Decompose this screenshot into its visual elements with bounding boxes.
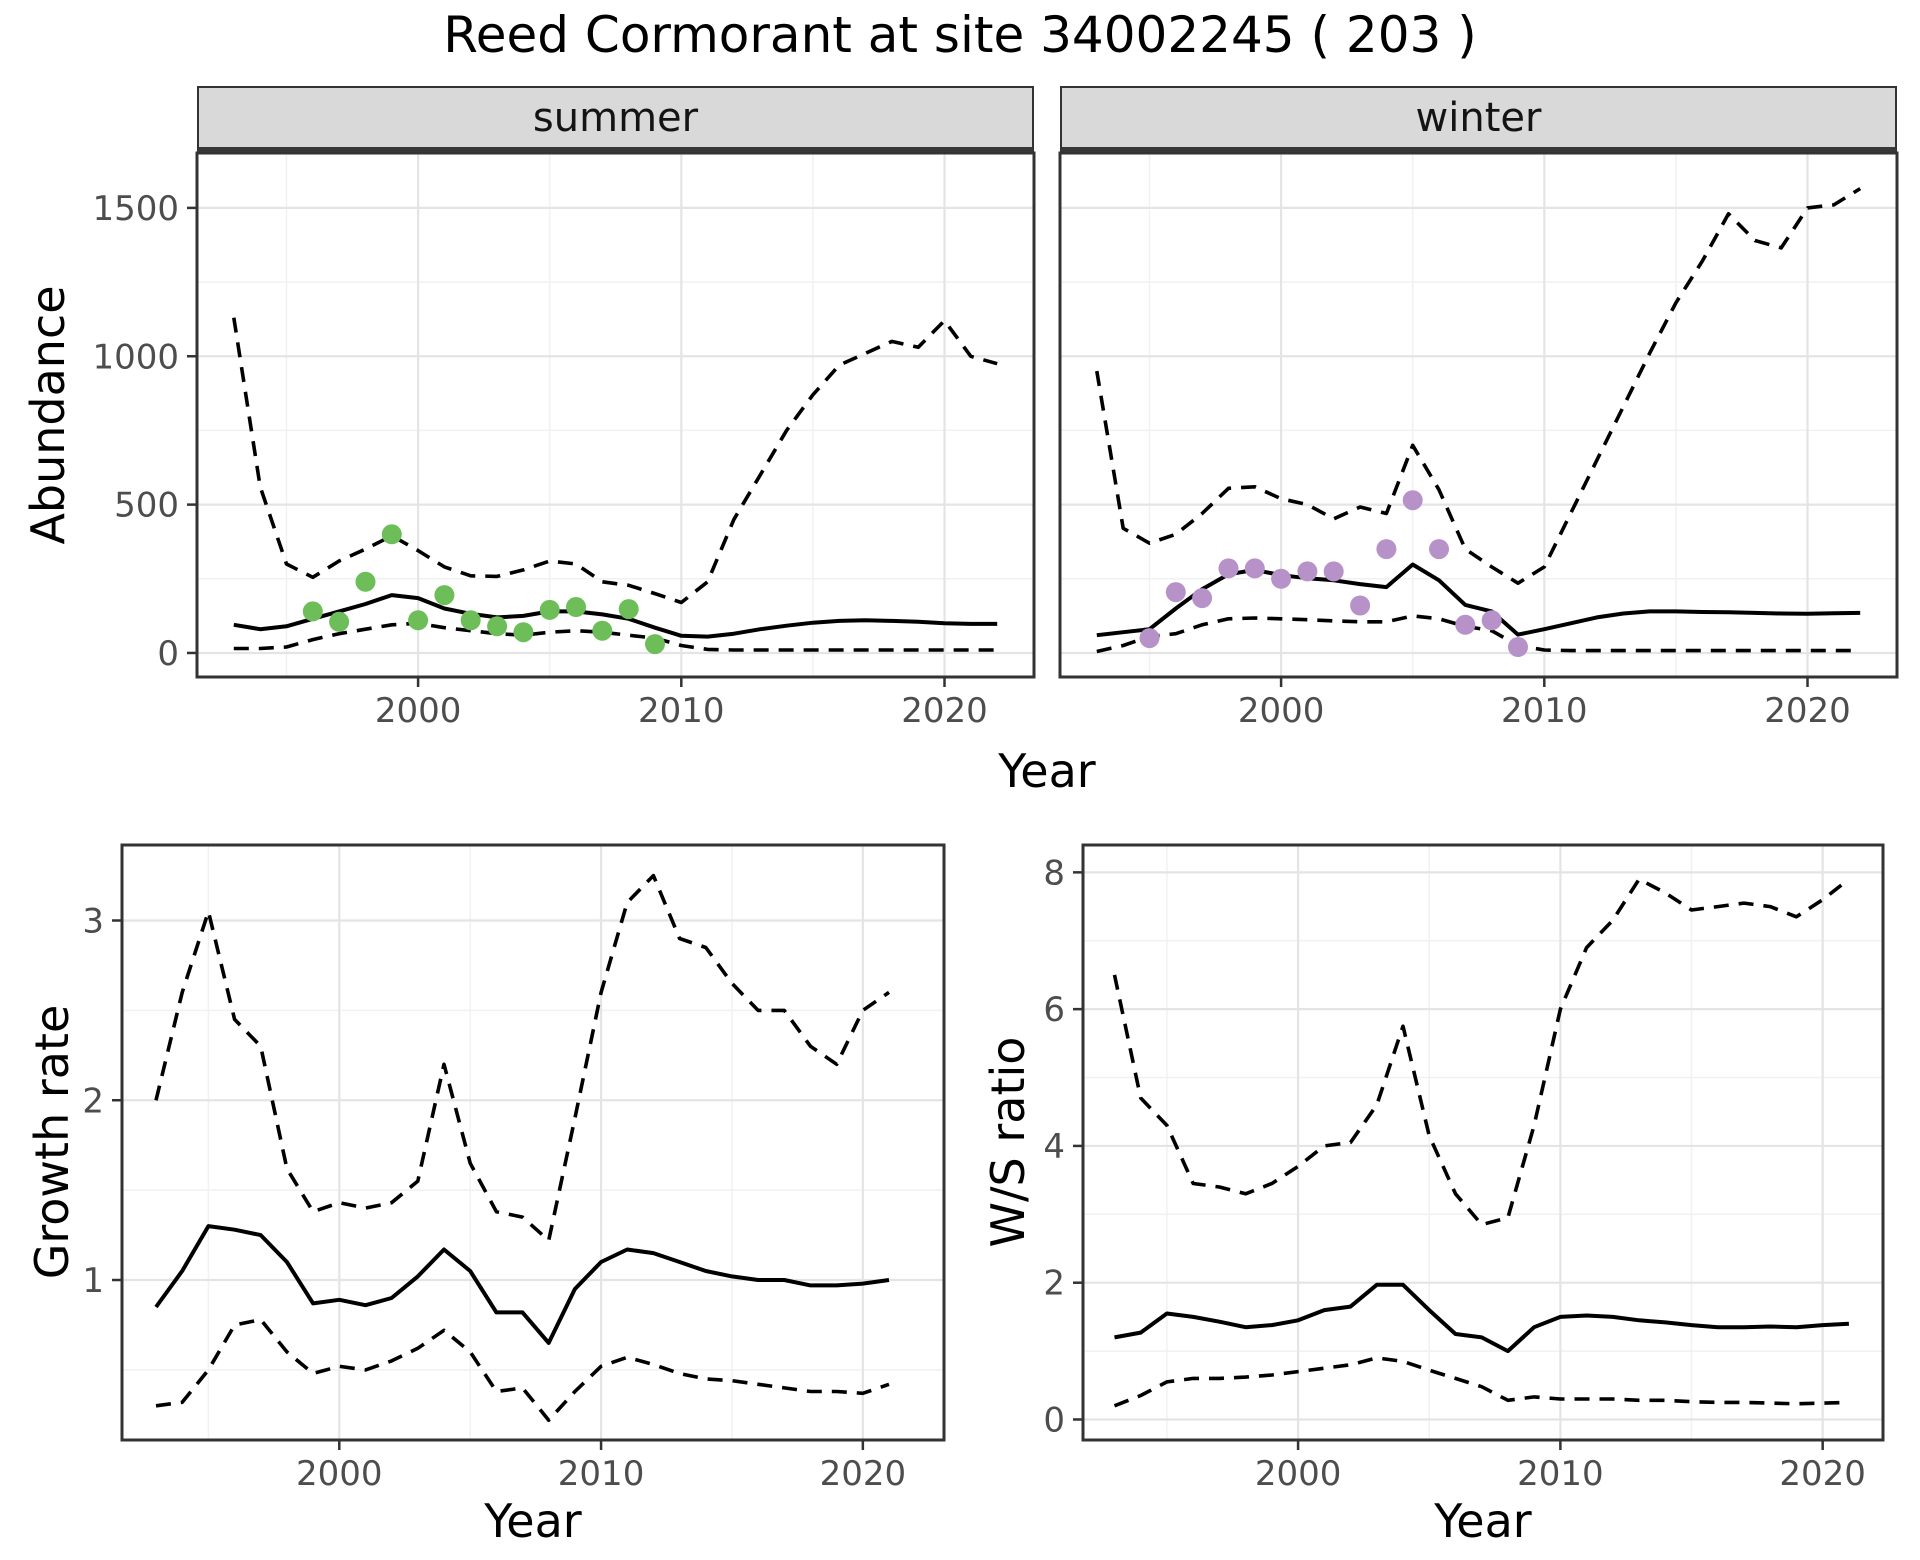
observation-point (1165, 582, 1186, 603)
y-tick-label: 2 (82, 1081, 104, 1121)
observation-point (1244, 558, 1265, 579)
y-axis-label-abundance: Abundance (21, 285, 75, 545)
observation-point (1376, 539, 1397, 560)
ci-lower-line (233, 621, 998, 652)
ci-lower-line (1096, 614, 1861, 654)
observation-point (1455, 614, 1476, 635)
panel-border (120, 843, 946, 1442)
facet-label-summer: summer (532, 94, 699, 141)
observation-point (1297, 561, 1318, 582)
x-tick-label: 2010 (1517, 1454, 1604, 1494)
panel-growth-rate: 2000 2010 2020 1 2 3 (82, 843, 946, 1494)
panel-border (195, 151, 1036, 679)
observation-point (460, 610, 481, 631)
y-tick-label: 0 (1043, 1400, 1065, 1440)
x-axis-label-year-growth: Year (484, 1494, 582, 1548)
panel-abundance-summer: 2000 2010 2020 0 500 1000 1500 (92, 151, 1036, 731)
x-axis-label-year-ws: Year (1434, 1494, 1532, 1548)
x-tick-label: 2010 (1501, 691, 1588, 731)
ci-lower-line (155, 1317, 890, 1422)
x-tick-label: 2010 (558, 1454, 645, 1494)
ci-upper-line (1095, 187, 1862, 585)
x-tick-label: 2020 (1779, 1454, 1866, 1494)
x-tick-label: 2000 (375, 691, 462, 731)
x-tick-label: 2020 (901, 691, 988, 731)
x-tick-label: 2020 (1764, 691, 1851, 731)
observation-point (618, 599, 639, 620)
ci-lower-line (1113, 1356, 1849, 1408)
y-tick-label: 2 (1043, 1264, 1065, 1304)
y-tick-label: 1500 (92, 189, 179, 229)
observation-point (434, 585, 455, 606)
observation-point (1402, 490, 1423, 511)
panel-abundance-winter: 2000 2010 2020 (1058, 151, 1899, 731)
observation-point (408, 610, 429, 631)
y-axis-label-ws-ratio: W/S ratio (981, 1036, 1035, 1248)
panel-border (1081, 843, 1885, 1442)
facet-label-winter: winter (1415, 94, 1542, 141)
y-tick-label: 4 (1043, 1127, 1065, 1167)
observation-point (539, 599, 560, 620)
observation-point (381, 524, 402, 545)
facet-strip-summer: summer (197, 86, 1034, 153)
observation-point (513, 622, 534, 643)
y-tick-label: 1 (82, 1261, 104, 1301)
observation-point (1429, 539, 1449, 560)
x-tick-label: 2020 (820, 1454, 907, 1494)
observation-point (1139, 628, 1160, 649)
y-tick-label: 8 (1043, 853, 1065, 893)
ci-upper-line (1112, 877, 1851, 1227)
observation-point (1350, 595, 1371, 616)
panel-border (1058, 151, 1899, 679)
x-tick-label: 2000 (296, 1454, 383, 1494)
observation-point (1192, 588, 1213, 609)
y-tick-label: 1000 (92, 337, 179, 377)
y-tick-label: 500 (114, 486, 179, 526)
observation-point (329, 611, 350, 632)
ci-upper-line (232, 317, 998, 605)
observation-point (302, 601, 323, 622)
observation-point (566, 597, 586, 617)
y-axis-label-growth-rate: Growth rate (25, 1004, 79, 1280)
x-tick-label: 2000 (1238, 691, 1325, 731)
y-tick-label: 3 (82, 901, 104, 941)
observation-point (1323, 561, 1344, 582)
median-line (154, 1224, 890, 1345)
median-line (233, 593, 998, 639)
observation-point (487, 616, 508, 637)
x-axis-label-year-top: Year (998, 744, 1096, 798)
ci-upper-line (154, 873, 891, 1243)
y-tick-label: 0 (157, 634, 179, 674)
observation-point (1481, 610, 1502, 631)
observation-point (355, 571, 376, 592)
x-tick-label: 2010 (638, 691, 725, 731)
observation-point (1271, 568, 1292, 589)
figure-title: Reed Cormorant at site 34002245 ( 203 ) (443, 6, 1477, 64)
panel-ws-ratio: 2000 2010 2020 0 2 4 6 8 (1043, 843, 1885, 1494)
observation-point (1508, 637, 1528, 657)
median-line (1114, 1282, 1850, 1354)
y-tick-label: 6 (1043, 990, 1065, 1030)
observation-point (645, 634, 665, 655)
observation-point (1218, 558, 1239, 579)
facet-strip-winter: winter (1060, 86, 1897, 153)
x-tick-label: 2000 (1255, 1454, 1342, 1494)
observation-point (592, 620, 613, 641)
